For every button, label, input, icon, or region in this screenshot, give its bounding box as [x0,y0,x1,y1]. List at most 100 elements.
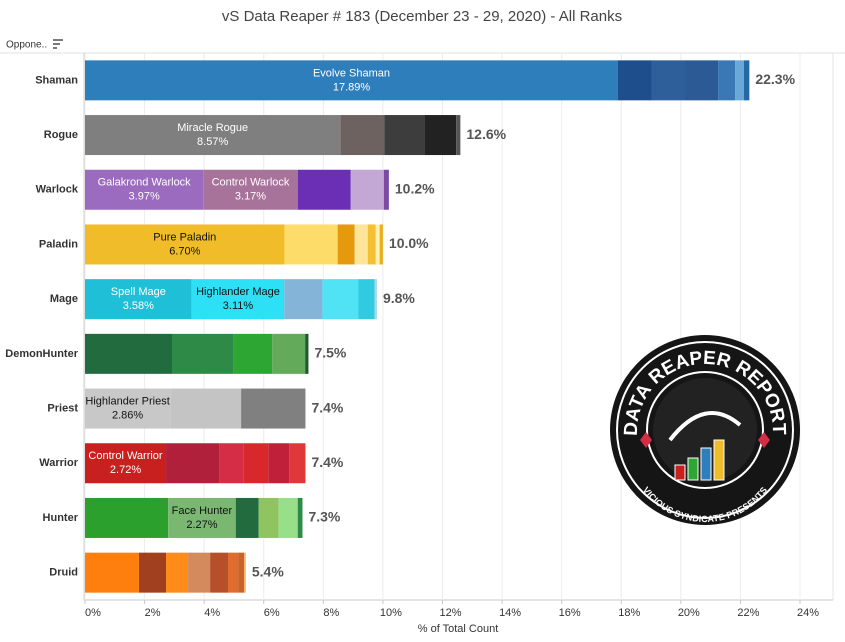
bar-segment [350,169,384,210]
bar-segment [651,60,686,101]
bar-segment [210,552,228,593]
sort-icon[interactable] [53,39,63,49]
chart-title: vS Data Reaper # 183 (December 23 - 29, … [222,8,622,25]
bar-segment [244,552,246,593]
category-label: Hunter [43,512,79,524]
x-tick-label: 4% [204,607,220,619]
bar-segment [168,497,236,538]
bar-segment [188,552,211,593]
segment-value: 2.72% [110,464,141,476]
bar-segment [456,115,461,156]
total-label: 7.4% [311,399,343,415]
segment-name: Galakrond Warlock [98,177,192,189]
bar-segment [228,552,239,593]
bar-segment [258,497,279,538]
bar-segment [617,60,652,101]
bar-segment [85,60,618,101]
category-label: Druid [49,567,78,579]
bar-segment [354,224,368,265]
category-label: Priest [47,402,78,414]
bar-segment [203,169,298,210]
bar-segment [219,443,244,484]
bar-segment [322,279,359,320]
bar-segment [166,552,189,593]
bar-segment [85,443,167,484]
x-tick-label: 2% [145,607,161,619]
bar-segment [297,497,303,538]
x-tick-label: 22% [737,607,759,619]
bar-segment [375,224,380,265]
category-label: Warlock [36,184,79,196]
segment-value: 8.57% [197,136,228,148]
segment-name: Control Warrior [88,450,162,462]
bar-segment [238,552,245,593]
bar-segment [337,224,355,265]
total-label: 7.5% [314,345,346,361]
x-tick-label: 6% [264,607,280,619]
bar-segment [233,333,273,374]
bar-segment [85,279,192,320]
bar-segment [191,279,285,320]
segment-value: 17.89% [333,81,371,93]
segment-value: 2.27% [186,519,217,531]
total-label: 22.3% [755,71,795,87]
bar-segment [424,115,457,156]
category-label: Rogue [44,129,78,141]
bar-segment [241,388,306,429]
bar-segment [384,115,425,156]
bar-segment [85,224,285,265]
x-tick-label: 16% [559,607,581,619]
total-label: 5.4% [252,563,284,579]
category-label: Paladin [39,238,78,250]
bar-segment [243,443,269,484]
bar-segment [170,388,242,429]
bar-segment [166,443,220,484]
bar-segment [305,333,309,374]
bar-segment [278,497,298,538]
segment-value: 3.58% [123,300,154,312]
bar-segment [284,224,338,265]
bar-segment [743,60,750,101]
bar-segment [374,279,377,320]
total-label: 12.6% [466,126,506,142]
bar-segment [358,279,375,320]
category-label: Warrior [39,457,78,469]
category-label: DemonHunter [5,348,78,360]
x-tick-label: 8% [323,607,339,619]
bar-segment [685,60,719,101]
bar-segment [85,388,171,429]
x-tick-label: 20% [678,607,700,619]
bar-segment [235,497,259,538]
bar-segment [383,169,389,210]
bar-segment [272,333,306,374]
bar-segment [340,115,385,156]
segment-value: 3.11% [223,300,254,312]
segment-value: 3.97% [129,191,160,203]
segment-name: Face Hunter [172,505,233,517]
bar-segment [85,552,139,593]
segment-name: Control Warlock [212,177,290,189]
x-tick-label: 14% [499,607,521,619]
total-label: 10.0% [389,235,429,251]
segment-name: Miracle Rogue [177,122,248,134]
segment-value: 6.70% [169,245,200,257]
header-label: Oppone.. [6,40,47,51]
bar-segment [171,333,234,374]
x-tick-label: 18% [618,607,640,619]
category-label: Shaman [35,74,78,86]
bar-segment [367,224,376,265]
bar-segment [735,60,744,101]
segment-value: 2.86% [112,409,143,421]
x-tick-label: 10% [380,607,402,619]
segment-value: 3.17% [235,191,266,203]
bar-segment [284,279,323,320]
x-tick-label: 12% [439,607,461,619]
bar-segment [379,224,383,265]
segment-name: Pure Paladin [153,231,216,243]
bar-segment [268,443,290,484]
total-label: 7.3% [308,509,340,525]
bar-segment [138,552,167,593]
bar-segment [85,115,341,156]
x-axis-label: % of Total Count [418,623,499,635]
